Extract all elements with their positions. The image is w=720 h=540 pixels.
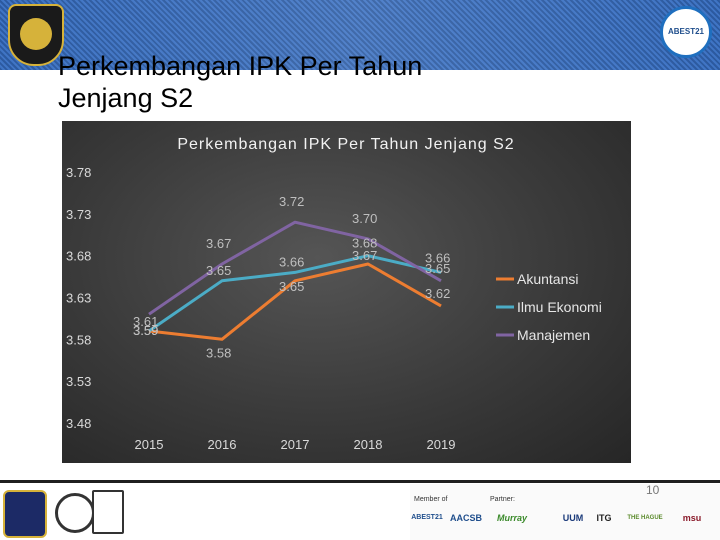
slide-title: Perkembangan IPK Per Tahun Jenjang S2 xyxy=(58,50,478,114)
data-label: 3.59 xyxy=(133,323,158,338)
footer-logo-abest21: ABEST21 xyxy=(411,514,443,521)
data-label: 3.61 xyxy=(133,314,158,329)
footer-logo-aacsb: AACSB xyxy=(449,513,482,523)
data-label: 3.68 xyxy=(352,236,377,251)
data-label: 3.58 xyxy=(206,345,231,360)
footer-logo-msu: msu xyxy=(682,513,702,523)
data-label: 3.67 xyxy=(352,248,377,263)
crest-emblem xyxy=(20,18,52,50)
chart-title: Perkembangan IPK Per Tahun Jenjang S2 xyxy=(177,136,514,153)
slide-title-text: Perkembangan IPK Per Tahun Jenjang S2 xyxy=(58,51,423,113)
abest21-logo: ABEST21 xyxy=(660,6,712,58)
footer-logo-the-hague: THE HAGUE xyxy=(627,515,663,521)
y-tick-label: 3.68 xyxy=(66,249,91,264)
x-tick-label: 2017 xyxy=(281,437,310,452)
x-tick-label: 2018 xyxy=(354,437,383,452)
footer-divider xyxy=(0,480,720,483)
footer-logo-uum: UUM xyxy=(562,513,584,523)
y-tick-label: 3.78 xyxy=(66,165,91,180)
page-number: 10 xyxy=(646,483,660,497)
member-of-label: Member of xyxy=(414,496,448,503)
footer-logo-murray: Murray xyxy=(496,513,527,523)
series-line-manajemen xyxy=(148,220,442,316)
data-label: 3.65 xyxy=(279,279,304,294)
data-label: 3.66 xyxy=(425,250,450,265)
y-tick-label: 3.53 xyxy=(66,374,91,389)
y-tick-label: 3.48 xyxy=(66,416,91,431)
series-line-akuntansi xyxy=(148,262,442,341)
footer-partners-panel: Member of Partner: ABEST21 AACSB Murray … xyxy=(410,484,720,540)
legend-label: Ilmu Ekonomi xyxy=(517,299,602,315)
data-label: 3.59 xyxy=(133,323,158,338)
ukas-certification-logo xyxy=(92,490,124,534)
data-label: 3.62 xyxy=(425,286,450,301)
data-label: 3.72 xyxy=(279,194,304,209)
data-label: 3.66 xyxy=(279,254,304,269)
x-tick-label: 2015 xyxy=(135,437,164,452)
registered-seal-logo xyxy=(55,493,95,533)
data-label: 3.65 xyxy=(425,261,450,276)
legend-label: Akuntansi xyxy=(517,271,578,287)
data-label: 3.65 xyxy=(206,263,231,278)
series-line-ilmu-ekonomi xyxy=(148,254,442,333)
partner-label: Partner: xyxy=(490,496,515,503)
header-band xyxy=(0,0,720,70)
legend-label: Manajemen xyxy=(517,327,590,343)
university-crest-logo xyxy=(8,4,64,66)
y-tick-label: 3.73 xyxy=(66,207,91,222)
data-label: 3.70 xyxy=(352,211,377,226)
x-tick-label: 2019 xyxy=(427,437,456,452)
data-label: 3.67 xyxy=(206,236,231,251)
y-tick-label: 3.58 xyxy=(66,332,91,347)
abest21-logo-text: ABEST21 xyxy=(667,27,704,36)
y-tick-label: 3.63 xyxy=(66,291,91,306)
univ-footer-logo xyxy=(3,490,47,538)
header-band-overlay xyxy=(0,0,720,70)
x-tick-label: 2016 xyxy=(208,437,237,452)
footer-logo-itg: ITG xyxy=(596,513,612,523)
chart-panel: Perkembangan IPK Per Tahun Jenjang S2 3.7… xyxy=(62,121,631,463)
line-chart: Perkembangan IPK Per Tahun Jenjang S2 3.7… xyxy=(66,136,602,452)
